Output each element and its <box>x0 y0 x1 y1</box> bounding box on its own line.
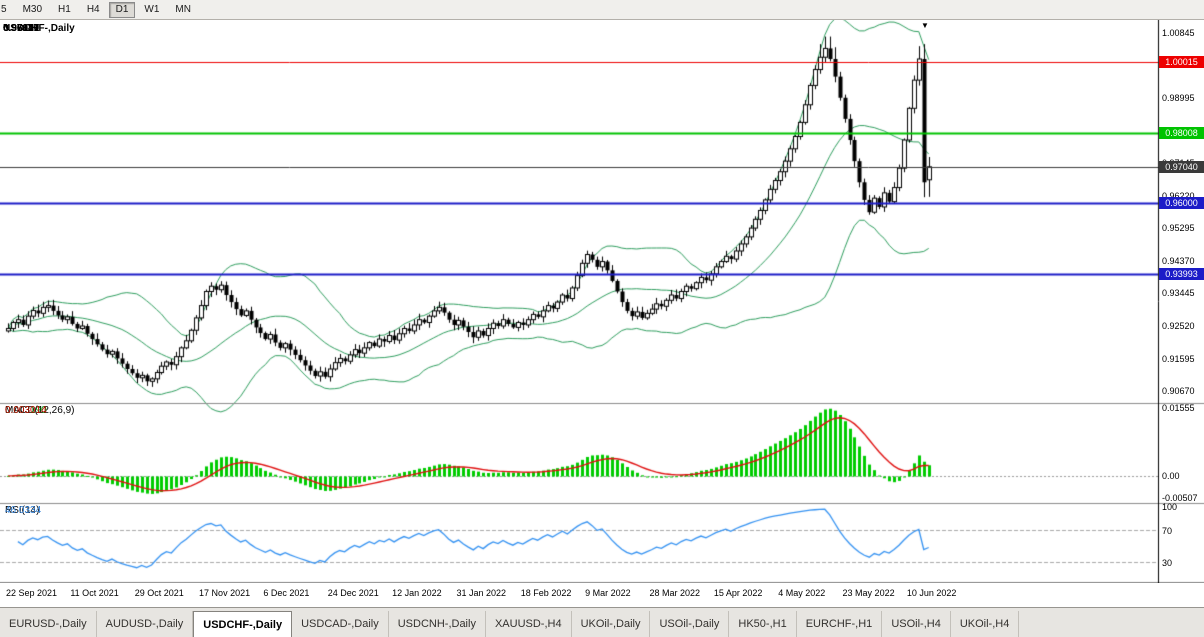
tab-label: USDCNH-,Daily <box>397 618 476 630</box>
tab-xauusd-h4[interactable]: XAUUSD-,H4 <box>486 611 572 637</box>
tab-label: HK50-,H1 <box>738 618 787 630</box>
time-axis-label: 6 Dec 2021 <box>263 588 310 598</box>
tab-ukoil-h4[interactable]: UKOil-,H4 <box>951 611 1020 637</box>
timeframe-button-mn[interactable]: MN <box>175 4 191 15</box>
tab-usdcnh-daily[interactable]: USDCNH-,Daily <box>389 611 486 637</box>
time-axis-label: 24 Dec 2021 <box>327 588 379 598</box>
time-axis-label: 4 May 2022 <box>778 588 826 598</box>
time-axis-label: 9 Mar 2022 <box>585 588 631 598</box>
tab-audusd-daily[interactable]: AUDUSD-,Daily <box>97 611 194 637</box>
tab-label: XAUUSD-,H4 <box>494 618 562 630</box>
timeframe-button-w1[interactable]: W1 <box>144 4 160 15</box>
time-axis-label: 23 May 2022 <box>842 588 895 598</box>
timeframe-toolbar: 5 M30 H1 H4 D1 W1 MN <box>0 0 1204 20</box>
tab-usoil-daily[interactable]: USOil-,Daily <box>650 611 730 637</box>
timeframe-button-5[interactable]: 5 <box>1 4 7 15</box>
tab-label: UKOil-,H4 <box>959 618 1010 630</box>
time-axis-label: 10 Jun 2022 <box>906 588 957 598</box>
time-axis-label: 11 Oct 2021 <box>70 588 119 598</box>
tab-label: USOil-,H4 <box>891 618 941 630</box>
tab-eurusd-daily[interactable]: EURUSD-,Daily <box>0 611 97 637</box>
timeframe-button-d1[interactable]: D1 <box>108 1 136 18</box>
tab-usoil-h4[interactable]: USOil-,H4 <box>882 611 951 637</box>
tab-label: AUDUSD-,Daily <box>105 618 184 630</box>
tab-label: USOil-,Daily <box>659 618 720 630</box>
tab-usdcad-daily[interactable]: USDCAD-,Daily <box>292 611 389 637</box>
time-axis-label: 28 Mar 2022 <box>649 588 701 598</box>
tab-usdchf-daily[interactable]: USDCHF-,Daily <box>193 611 293 637</box>
tab-label: UKOil-,Daily <box>580 618 641 630</box>
timeframe-button-h1[interactable]: H1 <box>58 4 71 15</box>
tab-label: USDCHF-,Daily <box>203 618 283 631</box>
tab-label: USDCAD-,Daily <box>301 618 379 630</box>
price-chart-canvas[interactable] <box>0 20 1204 583</box>
tab-label: EURUSD-,Daily <box>9 618 87 630</box>
timeframe-button-h4[interactable]: H4 <box>86 4 100 15</box>
time-axis-label: 17 Nov 2021 <box>199 588 251 598</box>
timeframe-button-m30[interactable]: M30 <box>22 4 43 15</box>
tab-ukoil-daily[interactable]: UKOil-,Daily <box>572 611 651 637</box>
time-axis-label: 22 Sep 2021 <box>6 588 58 598</box>
time-axis-label: 12 Jan 2022 <box>392 588 442 598</box>
time-axis-label: 31 Jan 2022 <box>456 588 506 598</box>
tab-eurchf-h1[interactable]: EURCHF-,H1 <box>797 611 883 637</box>
time-axis-label: 29 Oct 2021 <box>134 588 184 598</box>
time-axis-label: 15 Apr 2022 <box>713 588 763 598</box>
symbol-tab-bar: EURUSD-,Daily AUDUSD-,Daily USDCHF-,Daily U… <box>0 607 1204 637</box>
time-axis-label: 18 Feb 2022 <box>520 588 572 598</box>
tab-label: EURCHF-,H1 <box>805 618 873 630</box>
tab-hk50-h1[interactable]: HK50-,H1 <box>729 611 797 637</box>
